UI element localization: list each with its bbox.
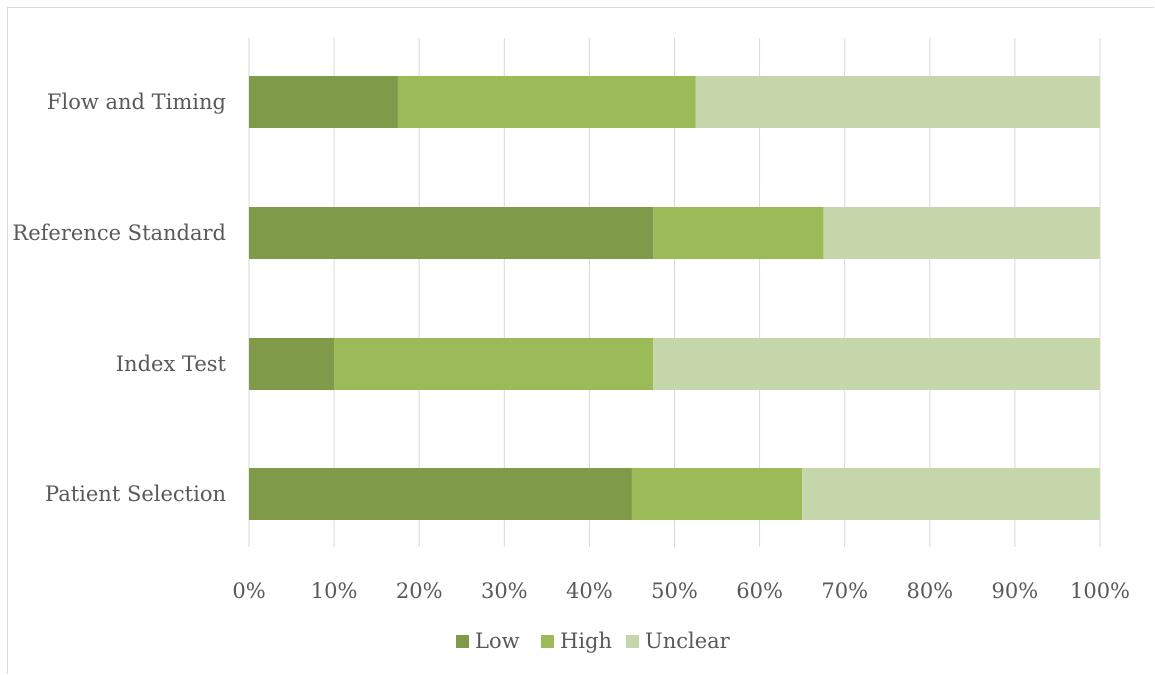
x-tick-label: 40% [566, 579, 613, 603]
bar-unclear-flow-and-timing [695, 76, 1100, 128]
x-tick-label: 30% [481, 579, 528, 603]
x-tick-label: 100% [1070, 579, 1130, 603]
x-tick-label: 20% [396, 579, 443, 603]
category-label: Patient Selection [45, 482, 226, 506]
bar-low-reference-standard [249, 207, 654, 259]
bar-low-patient-selection [249, 468, 632, 520]
x-tick-labels: 0% 10% 20% 30% 40% 50% 60% 70% 80% 90% 100% [232, 579, 1130, 603]
legend-label-high: High [560, 629, 612, 653]
bars [249, 76, 1100, 520]
chart-frame [7, 7, 1154, 674]
x-tick-label: 80% [906, 579, 953, 603]
bar-unclear-index-test [653, 338, 1100, 390]
legend-swatch-low [456, 635, 469, 648]
legend-label-unclear: Unclear [645, 629, 731, 653]
legend-swatch-high [541, 635, 554, 648]
bar-unclear-patient-selection [802, 468, 1100, 520]
category-label: Index Test [116, 352, 227, 376]
x-tick-label: 60% [736, 579, 783, 603]
category-labels: Patient Selection Index Test Reference Sta… [12, 90, 226, 506]
bar-high-flow-and-timing [397, 76, 696, 128]
x-tick-label: 10% [311, 579, 358, 603]
legend: Low High Unclear [456, 629, 731, 653]
legend-label-low: Low [475, 629, 520, 653]
x-tick-label: 90% [992, 579, 1039, 603]
bar-unclear-reference-standard [823, 207, 1100, 259]
legend-swatch-unclear [626, 635, 639, 648]
x-tick-label: 50% [651, 579, 698, 603]
x-tick-label: 0% [232, 579, 265, 603]
bar-high-reference-standard [653, 207, 824, 259]
bar-low-flow-and-timing [249, 76, 398, 128]
x-tick-label: 70% [821, 579, 868, 603]
category-label: Flow and Timing [47, 90, 226, 114]
category-label: Reference Standard [12, 221, 226, 245]
bar-high-index-test [334, 338, 654, 390]
bar-high-patient-selection [631, 468, 803, 520]
bar-low-index-test [249, 338, 335, 390]
